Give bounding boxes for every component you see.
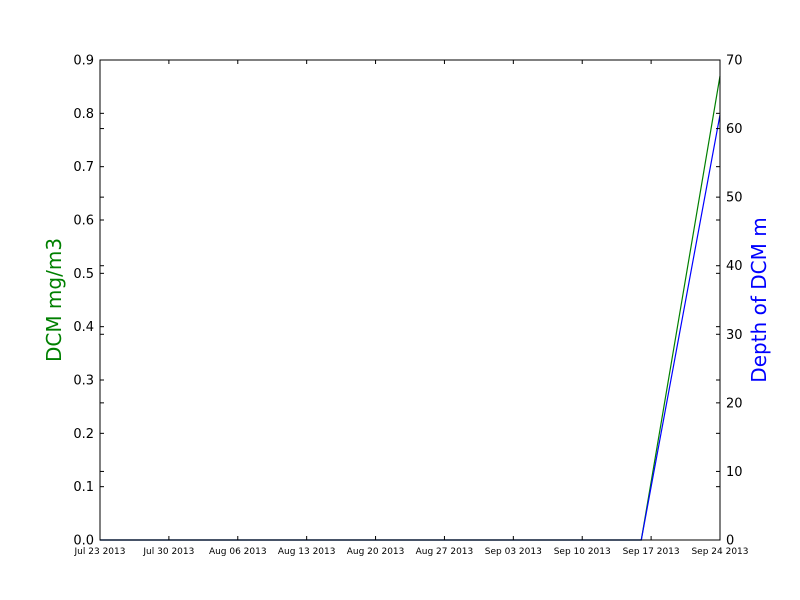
x-tick-label: Sep 03 2013 xyxy=(485,547,542,557)
x-tick-label: Aug 06 2013 xyxy=(209,547,267,557)
y-axis-title: DCM mg/m3 xyxy=(42,238,66,362)
y2-axis-title: Depth of DCM m xyxy=(747,217,771,382)
y2-tick-label: 60 xyxy=(726,122,743,137)
y-tick-label: 0.2 xyxy=(73,427,94,442)
y2-tick-label: 70 xyxy=(726,54,743,69)
x-tick-label: Sep 24 2013 xyxy=(691,547,748,557)
x-tick-label: Jul 23 2013 xyxy=(74,547,126,557)
x-tick-label: Jul 30 2013 xyxy=(142,547,194,557)
y-tick-label: 0.6 xyxy=(73,214,94,229)
y2-tick-label: 40 xyxy=(726,259,743,274)
x-tick-label: Aug 27 2013 xyxy=(416,547,474,557)
ticks-layer: 0.0 0.1 0.2 0.3 0.4 0.5 0.6 0.7 0.8 0.9 0 10 20 30 40 5… xyxy=(73,54,748,558)
x-tick-label: Sep 10 2013 xyxy=(554,547,611,557)
y-tick-label: 0.1 xyxy=(73,480,94,495)
y-tick-label: 0.7 xyxy=(73,160,94,175)
y2-tick-label: 20 xyxy=(726,396,743,411)
y-tick-label: 0.4 xyxy=(73,320,94,335)
y-tick-label: 0.8 xyxy=(73,107,94,122)
x-tick-label: Aug 13 2013 xyxy=(278,547,336,557)
y2-tick-label: 10 xyxy=(726,465,743,480)
y-tick-label: 0.5 xyxy=(73,267,94,282)
y-tick-label: 0.9 xyxy=(73,54,94,69)
plot-frame xyxy=(99,59,721,541)
y-tick-label: 0.0 xyxy=(73,534,94,549)
y2-tick-label: 0 xyxy=(726,534,734,549)
x-tick-label: Aug 20 2013 xyxy=(347,547,405,557)
x-tick-label: Sep 17 2013 xyxy=(623,547,680,557)
y2-tick-label: 30 xyxy=(726,328,743,343)
y2-tick-label: 50 xyxy=(726,191,743,206)
y-tick-label: 0.3 xyxy=(73,374,94,389)
